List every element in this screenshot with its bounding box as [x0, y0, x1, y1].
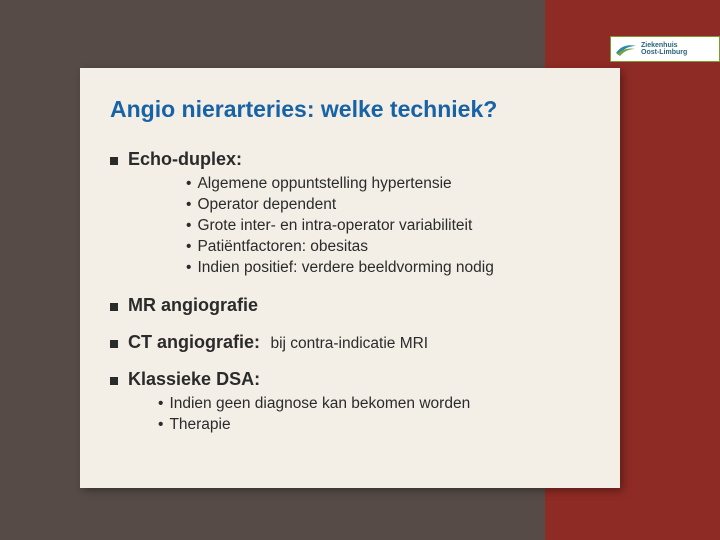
section-label: Klassieke DSA: [128, 369, 260, 390]
section-echo-duplex: Echo-duplex: • Algemene oppuntstelling hy… [110, 149, 592, 279]
list-item: • Algemene oppuntstelling hypertensie [186, 174, 592, 195]
sub-list: • Indien geen diagnose kan bekomen worden… [158, 394, 592, 436]
list-item: • Indien positief: verdere beeldvorming n… [186, 258, 592, 279]
section-label: CT angiografie: [128, 332, 260, 352]
sub-list: • Algemene oppuntstelling hypertensie • Op… [186, 174, 592, 279]
sub-text: Grote inter- en intra-operator variabili… [197, 216, 472, 237]
content-card: Angio nierarteries: welke techniek? Echo… [80, 68, 620, 488]
list-item: • Indien geen diagnose kan bekomen worden [158, 394, 592, 415]
logo-text: Ziekenhuis Oost-Limburg [641, 42, 687, 56]
hospital-logo: Ziekenhuis Oost-Limburg [610, 36, 720, 62]
dot-bullet-icon: • [158, 415, 163, 436]
sub-text: Indien positief: verdere beeldvorming no… [197, 258, 493, 279]
slide-title: Angio nierarteries: welke techniek? [110, 96, 592, 123]
dot-bullet-icon: • [186, 195, 191, 216]
logo-swoosh-icon [615, 41, 637, 57]
list-item: • Operator dependent [186, 195, 592, 216]
sub-text: Algemene oppuntstelling hypertensie [197, 174, 451, 195]
dot-bullet-icon: • [186, 237, 191, 258]
dot-bullet-icon: • [186, 258, 191, 279]
section-klassieke-dsa: Klassieke DSA: • Indien geen diagnose kan… [110, 369, 592, 436]
sub-text: Indien geen diagnose kan bekomen worden [169, 394, 470, 415]
list-item: • Patiëntfactoren: obesitas [186, 237, 592, 258]
section-head: CT angiografie: bij contra-indicatie MRI [110, 332, 592, 353]
section-mr-angiografie: MR angiografie [110, 295, 592, 316]
section-head: Klassieke DSA: [110, 369, 592, 390]
sub-text: Patiëntfactoren: obesitas [197, 237, 368, 258]
dot-bullet-icon: • [186, 216, 191, 237]
section-inline-text: bij contra-indicatie MRI [270, 335, 428, 352]
logo-line1: Ziekenhuis [641, 42, 687, 49]
section-head: Echo-duplex: [110, 149, 592, 170]
list-item: • Therapie [158, 415, 592, 436]
logo-line2: Oost-Limburg [641, 49, 687, 56]
section-label: Echo-duplex: [128, 149, 242, 170]
slide: Ziekenhuis Oost-Limburg Angio nierarteri… [0, 0, 720, 540]
list-item: • Grote inter- en intra-operator variabil… [186, 216, 592, 237]
square-bullet-icon [110, 303, 118, 311]
section-list: Echo-duplex: • Algemene oppuntstelling hy… [110, 149, 592, 435]
dot-bullet-icon: • [186, 174, 191, 195]
sub-text: Therapie [169, 415, 230, 436]
square-bullet-icon [110, 377, 118, 385]
square-bullet-icon [110, 157, 118, 165]
section-ct-angiografie: CT angiografie: bij contra-indicatie MRI [110, 332, 592, 353]
section-head: MR angiografie [110, 295, 592, 316]
section-label: MR angiografie [128, 295, 258, 316]
sub-text: Operator dependent [197, 195, 336, 216]
dot-bullet-icon: • [158, 394, 163, 415]
square-bullet-icon [110, 340, 118, 348]
